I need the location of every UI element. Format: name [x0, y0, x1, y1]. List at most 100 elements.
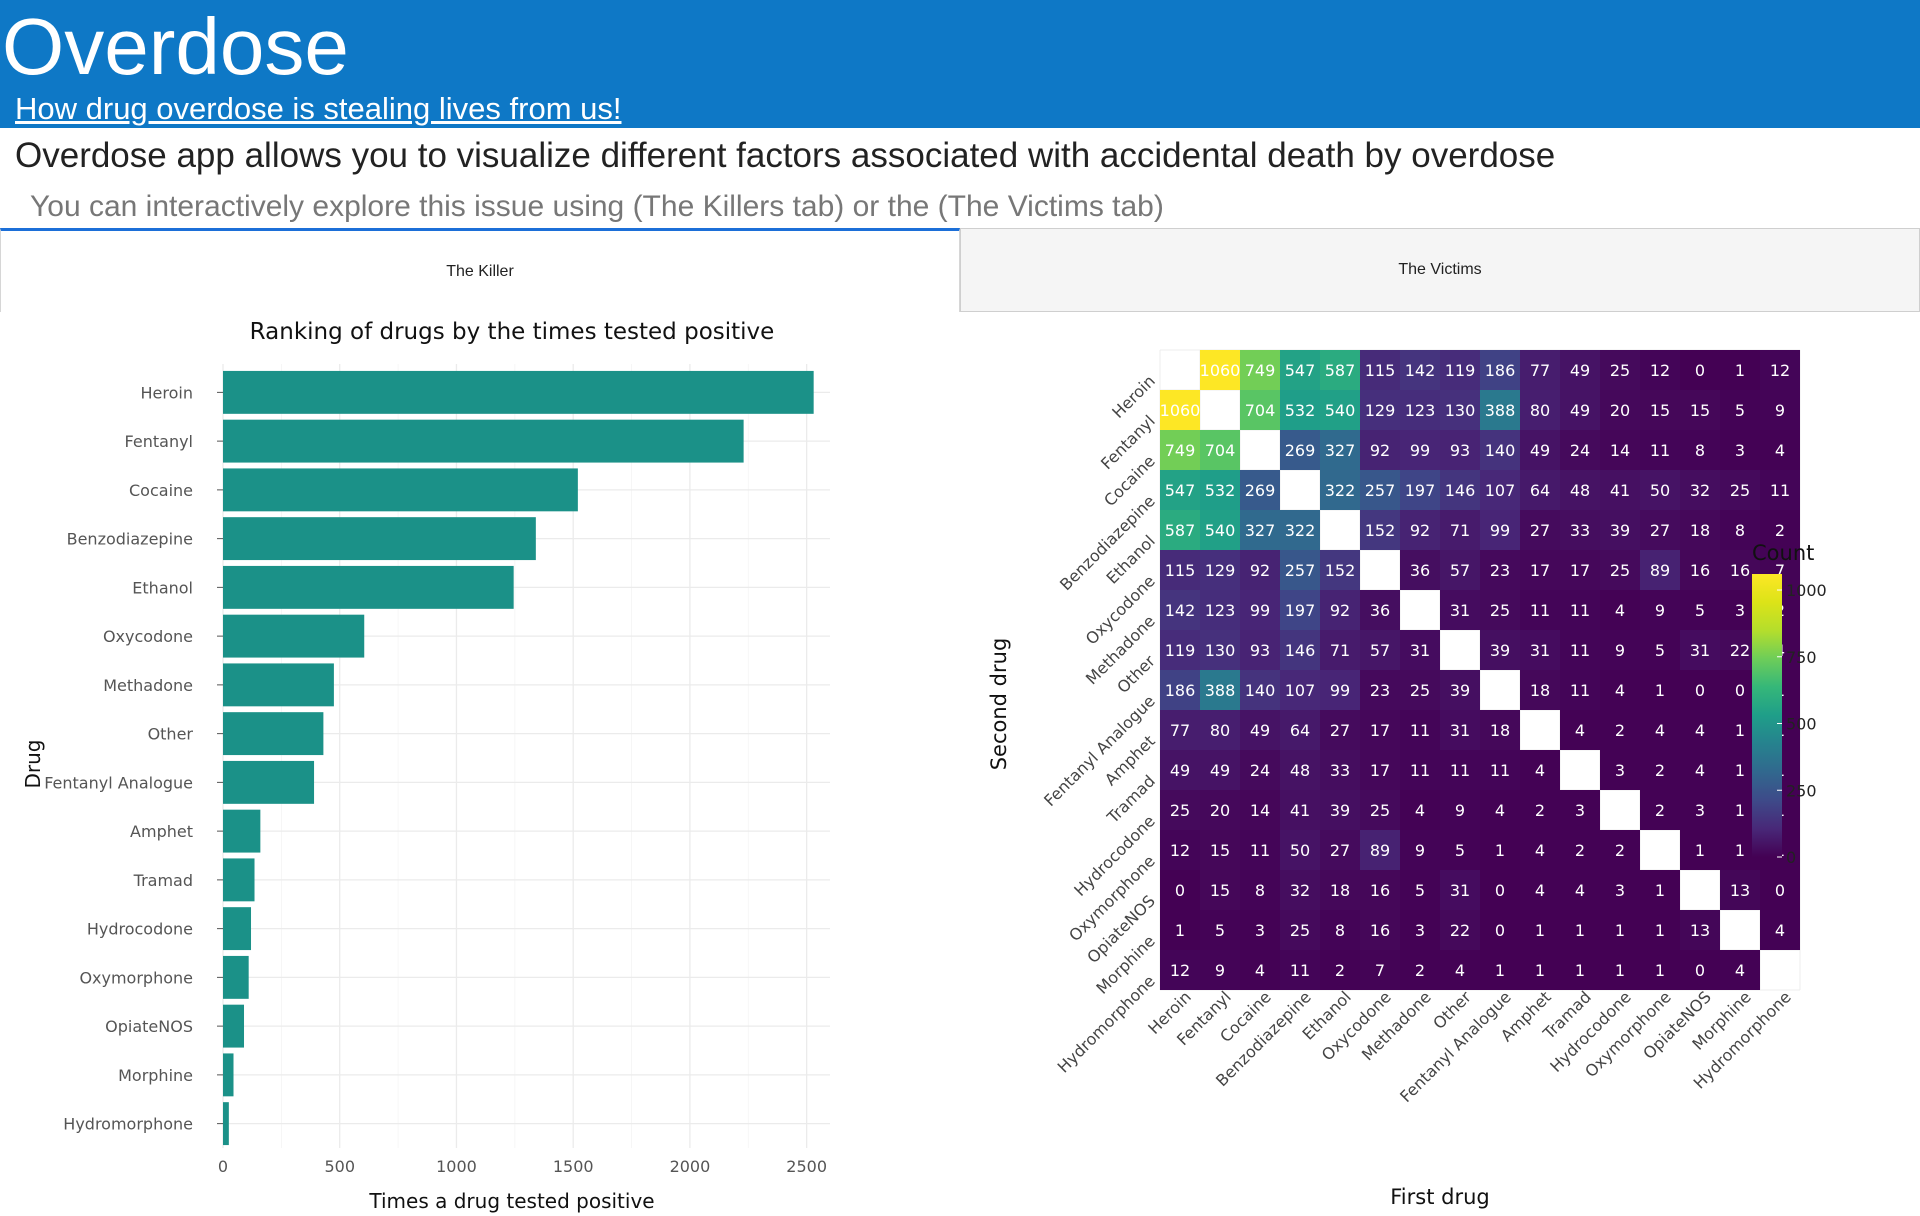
- bar-oxymorphone: [223, 955, 249, 999]
- heat-cell-label: 57: [1450, 561, 1470, 580]
- heat-cell-label: 93: [1250, 641, 1270, 660]
- legend-title: Count: [1752, 541, 1814, 565]
- heat-cell-label: 5: [1655, 641, 1665, 660]
- heat-cell-label: 146: [1285, 641, 1316, 660]
- heat-cell: [1240, 670, 1280, 710]
- heat-cell: [1680, 710, 1720, 750]
- x-axis-title: Times a drug tested positive: [368, 1189, 654, 1213]
- heat-cell: [1560, 870, 1600, 910]
- heat-cell-label: 11: [1250, 841, 1270, 860]
- heat-cell-label: 5: [1215, 921, 1225, 940]
- heat-cell: [1760, 870, 1800, 910]
- heat-cell-label: 16: [1370, 921, 1390, 940]
- heat-cell: [1600, 390, 1640, 430]
- subtitle-link[interactable]: How drug overdose is stealing lives from…: [15, 91, 622, 126]
- heat-cell-label: 532: [1205, 481, 1236, 500]
- heat-cell: [1680, 350, 1720, 390]
- heat-cell: [1640, 510, 1680, 550]
- x-tick-label: 0: [218, 1157, 228, 1176]
- heat-cell: [1520, 470, 1560, 510]
- heat-cell: [1360, 390, 1400, 430]
- heat-cell: [1680, 750, 1720, 790]
- heat-cell: [1600, 630, 1640, 670]
- heat-cell: [1520, 790, 1560, 830]
- heat-cell-label: 18: [1690, 521, 1710, 540]
- heat-cell: [1400, 430, 1440, 470]
- heat-cell-label: 99: [1410, 441, 1430, 460]
- y-tick-label: Hydrocodone: [87, 920, 193, 939]
- heat-cell-label: 4: [1535, 841, 1545, 860]
- heat-cell: [1680, 510, 1720, 550]
- heat-cell-label: 152: [1325, 561, 1356, 580]
- heat-cell: [1160, 830, 1200, 870]
- heat-cell: [1720, 350, 1760, 390]
- heat-cell: [1480, 590, 1520, 630]
- heat-cell: [1720, 470, 1760, 510]
- heat-cell-label: 0: [1735, 681, 1745, 700]
- heat-cell-label: 12: [1650, 361, 1670, 380]
- heat-cell: [1280, 710, 1320, 750]
- heat-cell: [1240, 790, 1280, 830]
- bar-amphet: [223, 809, 261, 853]
- heat-cell-label: 25: [1610, 561, 1630, 580]
- heat-cell-label: 0: [1695, 961, 1705, 980]
- heat-cell: [1440, 550, 1480, 590]
- heat-cell: [1320, 470, 1360, 510]
- heat-cell-label: 7: [1775, 561, 1785, 580]
- heat-cell-label: 547: [1165, 481, 1196, 500]
- heat-cell: [1160, 430, 1200, 470]
- heat-cell-label: 11: [1770, 481, 1790, 500]
- tab-the-killer[interactable]: The Killer: [0, 228, 960, 312]
- tab-the-victims[interactable]: The Victims: [960, 228, 1920, 312]
- heat-cell-label: 11: [1410, 761, 1430, 780]
- heat-cell-label: 269: [1245, 481, 1276, 500]
- heat-cell: [1200, 750, 1240, 790]
- y-tick-label: Methadone: [103, 676, 193, 695]
- heat-cell-label: 13: [1730, 881, 1750, 900]
- heat-cell-label: 11: [1570, 681, 1590, 700]
- intro-subheading: You can interactively explore this issue…: [30, 190, 1164, 223]
- heat-cell: [1360, 750, 1400, 790]
- bar-heroin: [223, 370, 814, 414]
- heat-cell-label: 15: [1210, 841, 1230, 860]
- heat-cell-label: 5: [1735, 401, 1745, 420]
- heat-cell-label: 25: [1410, 681, 1430, 700]
- heat-cell-label: 1: [1575, 961, 1585, 980]
- heat-cell: [1400, 950, 1440, 990]
- heat-cell: [1160, 470, 1200, 510]
- heat-cell: [1280, 670, 1320, 710]
- x-tick-label: 1500: [553, 1157, 594, 1176]
- heat-cell: [1280, 550, 1320, 590]
- y-tick-label: Benzodiazepine: [67, 530, 193, 549]
- heat-cell: [1240, 830, 1280, 870]
- heat-cell: [1320, 870, 1360, 910]
- heat-cell: [1680, 590, 1720, 630]
- heat-cell-label: 1: [1495, 841, 1505, 860]
- heat-cell: [1200, 630, 1240, 670]
- heat-cell-label: 0: [1175, 881, 1185, 900]
- heat-cell-label: 269: [1285, 441, 1316, 460]
- heat-cell: [1640, 710, 1680, 750]
- heat-cell-label: 5: [1455, 841, 1465, 860]
- heat-cell-label: 32: [1690, 481, 1710, 500]
- heat-cell: [1600, 590, 1640, 630]
- heat-cell: [1160, 790, 1200, 830]
- heat-cell: [1200, 950, 1240, 990]
- heat-cell: [1440, 430, 1480, 470]
- heat-cell: [1360, 430, 1400, 470]
- heat-cell-label: 587: [1325, 361, 1356, 380]
- heat-cell: [1240, 590, 1280, 630]
- heat-cell: [1200, 830, 1240, 870]
- heat-cell-label: 11: [1410, 721, 1430, 740]
- y-tick-label: OpiateNOS: [105, 1017, 193, 1036]
- heat-cell-label: 3: [1735, 441, 1745, 460]
- heat-cell-label: 1: [1655, 681, 1665, 700]
- heat-cell: [1600, 950, 1640, 990]
- heat-cell-label: 9: [1215, 961, 1225, 980]
- heat-cell-label: 27: [1330, 721, 1350, 740]
- heat-cell: [1680, 950, 1720, 990]
- heat-cell-label: 327: [1325, 441, 1356, 460]
- heat-cell: [1240, 550, 1280, 590]
- heat-cell-label: 1: [1495, 961, 1505, 980]
- heat-cell-label: 4: [1415, 801, 1425, 820]
